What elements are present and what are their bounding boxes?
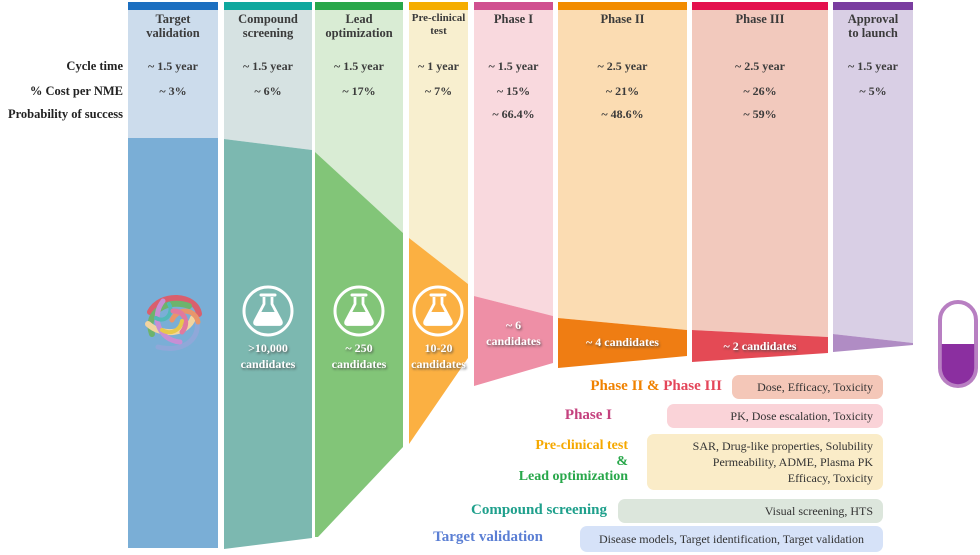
legend-label-part: & Lead optimization [518, 453, 628, 485]
cost-approval: ~ 5% [859, 84, 887, 98]
legend-label-part: Pre-clinical test [535, 438, 628, 453]
top-bar-phase1 [474, 2, 553, 10]
row-label-cost-per-nme: % Cost per NME [29, 84, 123, 98]
legend-box-phase2-phase3: Dose, Efficacy, Toxicity [732, 375, 883, 399]
legend-box-phase1: PK, Dose escalation, Toxicity [667, 404, 883, 428]
top-bar-approval [833, 2, 913, 10]
cycle-time-phase1: ~ 1.5 year [488, 59, 539, 73]
funnel-phase1 [474, 296, 553, 386]
funnel-phase3 [692, 330, 828, 362]
funnel-lead-optimization [315, 152, 403, 537]
cycle-time-preclinical: ~ 1 year [418, 59, 459, 73]
row-label-probability-of-success: Probability of success [7, 107, 123, 121]
column-title-phase3: Phase III [735, 12, 785, 26]
column-title-preclinical: Pre-clinical test [411, 12, 466, 37]
candidates-lead-optimization: ~ 250 candidates [331, 341, 387, 371]
cost-target-validation: ~ 3% [159, 84, 187, 98]
top-bar-lead-optimization [315, 2, 403, 10]
top-bar-preclinical [409, 2, 468, 10]
light-col-compound-screening [224, 10, 312, 150]
funnel-phase2 [558, 318, 687, 368]
cost-preclinical: ~ 7% [424, 84, 453, 98]
light-col-phase1 [474, 10, 553, 316]
legend-box-compound-screening: Visual screening, HTS [618, 499, 883, 523]
legend-box-preclinical-leadopt: SAR, Drug-like properties, Solubility Pe… [647, 434, 883, 490]
light-col-phase2 [558, 10, 687, 330]
funnel-preclinical [409, 238, 468, 444]
top-bar-phase2 [558, 2, 687, 10]
column-title-approval: Approval to launch [847, 12, 899, 40]
cycle-time-approval: ~ 1.5 year [848, 59, 898, 73]
cost-lead-optimization: ~ 17% [342, 84, 376, 98]
funnel-compound-screening [224, 139, 312, 549]
row-label-cycle-time: Cycle time [66, 59, 123, 73]
legend-label-target-validation: Target validation [330, 529, 543, 545]
cycle-time-target-validation: ~ 1.5 year [148, 59, 198, 73]
legend-label-part: Target validation [433, 529, 543, 545]
probability-phase2: ~ 48.6% [601, 107, 644, 121]
probability-phase1: ~ 66.4% [492, 107, 535, 121]
protein-ribbon-image [145, 295, 202, 351]
column-title-target-validation: Target validation [146, 12, 200, 40]
legend-label-part: Phase III [663, 378, 722, 394]
top-bar-compound-screening [224, 2, 312, 10]
capsule-pill-icon [938, 300, 978, 388]
legend-label-phase2-phase3: Phase II & Phase III [480, 378, 722, 394]
light-col-phase3 [692, 10, 828, 337]
candidates-phase1: ~ 6 candidates [486, 318, 541, 348]
legend-label-compound-screening: Compound screening [380, 502, 607, 518]
column-title-compound-screening: Compound screening [238, 12, 298, 40]
column-title-phase2: Phase II [600, 12, 645, 26]
legend-label-phase1: Phase I [430, 407, 612, 423]
column-title-phase1: Phase I [493, 12, 534, 26]
cost-phase2: ~ 21% [605, 84, 640, 98]
light-col-target-validation [128, 10, 218, 138]
cost-phase3: ~ 26% [743, 84, 777, 98]
cycle-time-phase2: ~ 2.5 year [597, 59, 648, 73]
funnel-approval [833, 334, 913, 352]
column-title-lead-optimization: Lead optimization [325, 12, 393, 40]
legend-label-preclinical-leadopt: Pre-clinical test & Lead optimization [430, 438, 628, 485]
light-col-lead-optimization [315, 10, 403, 233]
candidates-compound-screening: >10,000 candidates [240, 341, 296, 371]
cost-compound-screening: ~ 6% [254, 84, 282, 98]
light-col-preclinical [409, 10, 468, 284]
cycle-time-lead-optimization: ~ 1.5 year [334, 59, 384, 73]
cycle-time-compound-screening: ~ 1.5 year [243, 59, 293, 73]
top-bar-target-validation [128, 2, 218, 10]
legend-label-part: Phase I [564, 407, 612, 423]
legend-label-part: Compound screening [471, 502, 607, 518]
probability-phase3: ~ 59% [743, 107, 777, 121]
legend-label-part: Phase II & [590, 378, 664, 394]
legend-box-target-validation: Disease models, Target identification, T… [580, 526, 883, 552]
candidates-preclinical: 10-20 candidates [411, 341, 466, 371]
light-col-approval [833, 10, 913, 343]
candidates-phase3: ~ 2 candidates [723, 339, 797, 353]
candidates-phase2: ~ 4 candidates [586, 335, 659, 349]
cost-phase1: ~ 15% [496, 84, 531, 98]
top-bar-phase3 [692, 2, 828, 10]
cycle-time-phase3: ~ 2.5 year [735, 59, 785, 73]
